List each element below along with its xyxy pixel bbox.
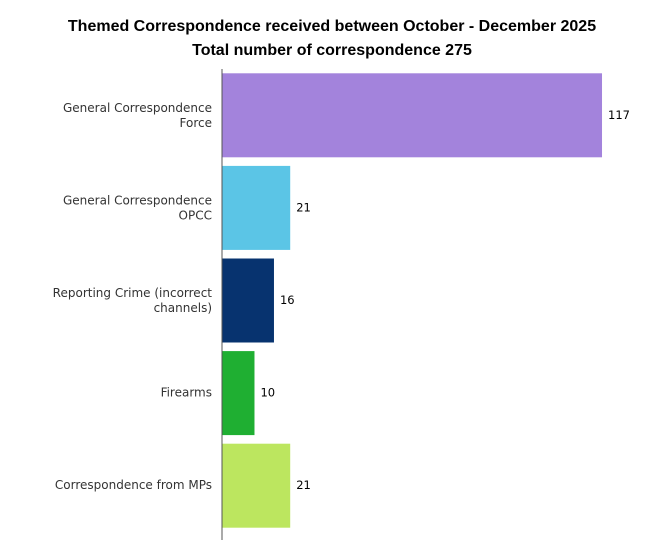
bar [222, 73, 603, 158]
y-tick-label: Firearms [161, 386, 212, 400]
y-tick-label: General Correspondence Force [63, 100, 212, 129]
value-label: 21 [296, 200, 311, 214]
y-tick-label: General Correspondence OPCC [63, 193, 212, 222]
bar [222, 258, 274, 343]
value-label: 21 [296, 478, 311, 492]
value-label: 16 [280, 293, 295, 307]
value-label: 10 [260, 386, 275, 400]
bar [222, 443, 291, 528]
y-tick-label: Correspondence from MPs [55, 478, 212, 492]
chart-title: Themed Correspondence received between O… [68, 18, 596, 35]
bar [222, 165, 291, 250]
chart-subtitle: Total number of correspondence 275 [192, 42, 472, 59]
bar [222, 351, 255, 436]
value-label: 117 [608, 108, 630, 122]
y-tick-label: Reporting Crime (incorrect channels) [53, 286, 213, 315]
